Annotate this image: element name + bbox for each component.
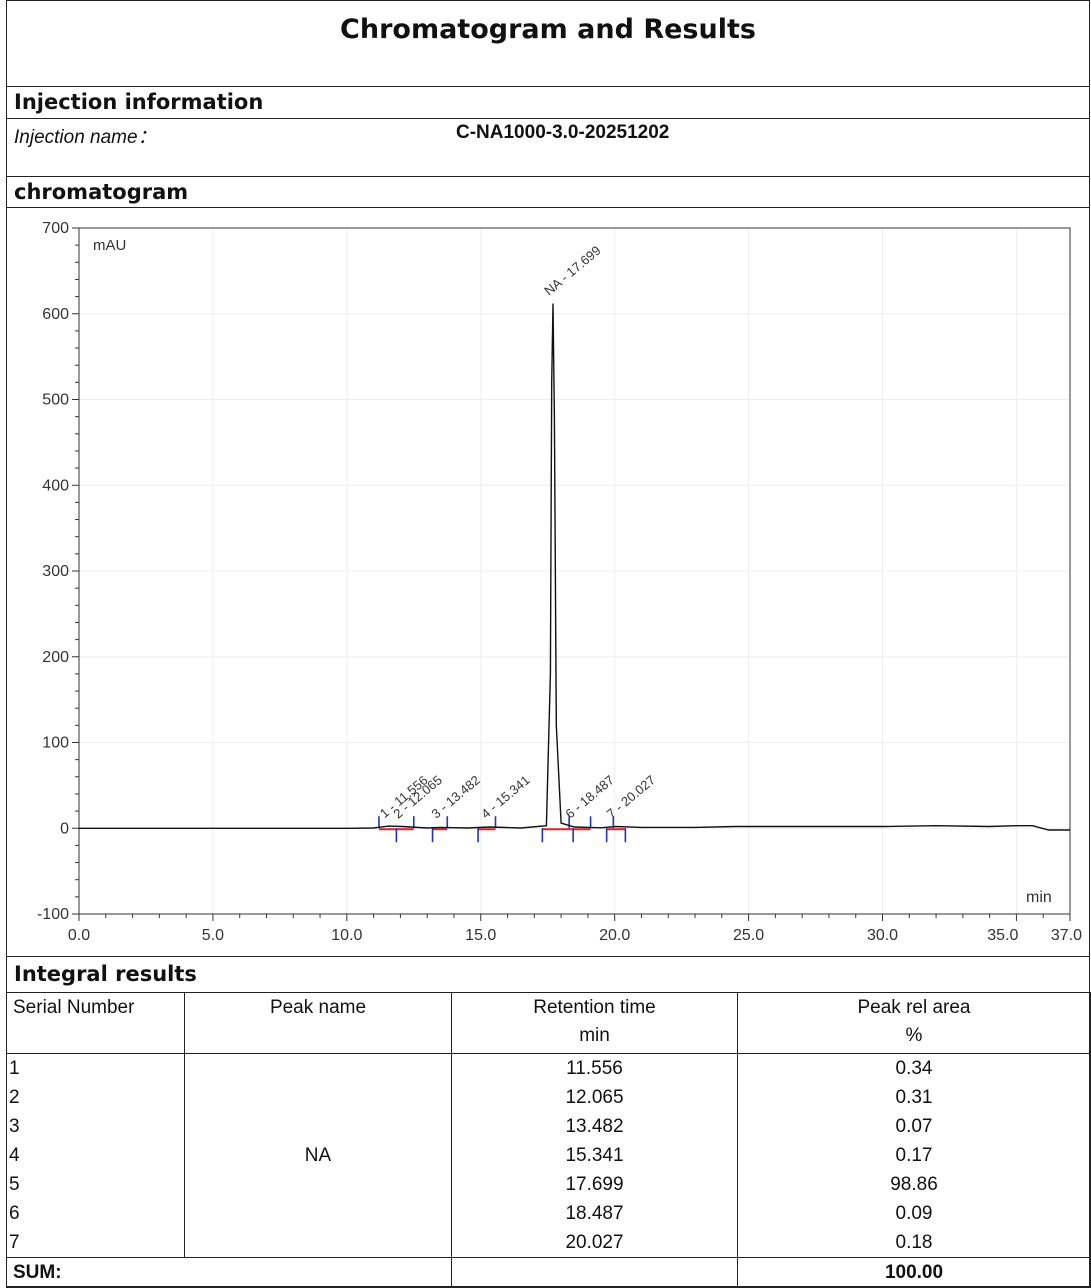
y-tick-label: -100 xyxy=(37,906,69,923)
serial-cell: 6 xyxy=(9,1203,20,1224)
serial-cell: 7 xyxy=(9,1232,20,1253)
report-title: Chromatogram and Results xyxy=(340,14,756,45)
y-tick-label: 600 xyxy=(42,306,69,323)
x-tick-label: 25.0 xyxy=(733,927,764,944)
chromatogram-chart: -100 0 100 200 300 400 500 600 700 0.0 5.0 10.0 15.… xyxy=(37,220,1082,944)
y-tick-label: 500 xyxy=(42,392,69,409)
peak-delimiters xyxy=(378,816,627,843)
x-axis: 0.0 5.0 10.0 15.0 20.0 25.0 30.0 35.0 37.0 xyxy=(68,914,1082,944)
divider xyxy=(6,86,1090,87)
signal-trace xyxy=(79,303,1070,831)
chromatogram-section-title: chromatogram xyxy=(14,180,189,204)
x-tick-label: 5.0 xyxy=(202,927,224,944)
retention-time-cell: 13.482 xyxy=(565,1116,624,1137)
peak-label: NA - 17.699 xyxy=(541,243,603,299)
header-peak-rel-area-unit: % xyxy=(905,1025,923,1046)
y-axis-label: mAU xyxy=(93,237,126,254)
header-retention-time-unit: min xyxy=(579,1025,610,1046)
retention-time-cell: 18.487 xyxy=(565,1203,624,1224)
x-tick-label: 15.0 xyxy=(465,927,496,944)
serial-cell: 2 xyxy=(9,1087,20,1108)
peak-name-cell: NA xyxy=(184,1053,452,1258)
x-tick-label: 35.0 xyxy=(987,927,1018,944)
header-retention-time: Retention time min xyxy=(451,992,738,1054)
peak-label: 4 - 15.341 xyxy=(478,772,532,821)
serial-cell: 3 xyxy=(9,1116,20,1137)
divider xyxy=(6,176,1090,177)
serial-column: 1 2 3 4 5 6 7 xyxy=(6,1053,185,1258)
y-tick-label: 700 xyxy=(42,220,69,237)
y-tick-label: 100 xyxy=(42,735,69,752)
retention-time-list: 11.556 12.065 13.482 15.341 17.699 18.48… xyxy=(452,1054,737,1257)
serial-cell: 4 xyxy=(9,1145,20,1166)
y-tick-label: 400 xyxy=(42,477,69,494)
divider xyxy=(6,956,1090,957)
x-tick-label: 0.0 xyxy=(68,927,90,944)
retention-time-cell: 17.699 xyxy=(565,1174,624,1195)
peak-area-list: 0.34 0.31 0.07 0.17 98.86 0.09 0.18 xyxy=(738,1054,1090,1257)
retention-time-cell: 11.556 xyxy=(566,1058,623,1079)
sum-label: SUM: xyxy=(6,1257,452,1288)
serial-cell: 1 xyxy=(9,1058,20,1079)
peak-area-cell: 0.31 xyxy=(895,1087,933,1108)
header-peak-name: Peak name xyxy=(184,992,452,1054)
x-axis-label: min xyxy=(1026,889,1052,906)
y-tick-label: 200 xyxy=(42,649,69,666)
injection-section-title: Injection information xyxy=(14,90,264,114)
serial-cell: 5 xyxy=(9,1174,20,1195)
sum-spacer xyxy=(451,1257,738,1288)
injection-name-label: Injection name： xyxy=(14,127,157,148)
injection-name-value: C-NA1000-3.0-20251202 xyxy=(456,122,670,143)
y-axis: -100 0 100 200 300 400 500 600 700 xyxy=(37,220,79,923)
y-tick-label: 300 xyxy=(42,563,69,580)
x-tick-label: 30.0 xyxy=(867,927,898,944)
peak-area-cell: 0.07 xyxy=(895,1116,933,1137)
results-table: Serial Number Peak name Retention time m… xyxy=(6,992,1091,1288)
header-retention-time-label: Retention time xyxy=(533,997,656,1018)
divider xyxy=(6,207,1090,208)
retention-time-cell: 15.341 xyxy=(565,1145,624,1166)
retention-time-column: 11.556 12.065 13.482 15.341 17.699 18.48… xyxy=(451,1053,738,1258)
x-tick-label: 20.0 xyxy=(599,927,630,944)
peak-area-column: 0.34 0.31 0.07 0.17 98.86 0.09 0.18 xyxy=(737,1053,1091,1258)
x-tick-label: 37.0 xyxy=(1051,927,1082,944)
results-section-title: Integral results xyxy=(14,962,197,986)
peak-area-cell: 0.17 xyxy=(895,1145,933,1166)
x-tick-label: 10.0 xyxy=(331,927,362,944)
peak-area-cell: 0.18 xyxy=(895,1232,933,1253)
peak-area-cell: 0.09 xyxy=(895,1203,933,1224)
header-serial-number: Serial Number xyxy=(6,992,185,1054)
sum-value: 100.00 xyxy=(737,1257,1091,1288)
header-peak-rel-area-label: Peak rel area xyxy=(857,997,971,1018)
divider xyxy=(6,118,1090,119)
serial-list: 1 2 3 4 5 6 7 xyxy=(7,1054,184,1257)
peak-area-cell: 0.34 xyxy=(895,1058,933,1079)
y-tick-label: 0 xyxy=(60,820,69,837)
retention-time-cell: 20.027 xyxy=(565,1232,624,1253)
peak-area-cell: 98.86 xyxy=(890,1174,938,1195)
retention-time-cell: 12.065 xyxy=(565,1087,624,1108)
header-peak-rel-area: Peak rel area % xyxy=(737,992,1091,1054)
